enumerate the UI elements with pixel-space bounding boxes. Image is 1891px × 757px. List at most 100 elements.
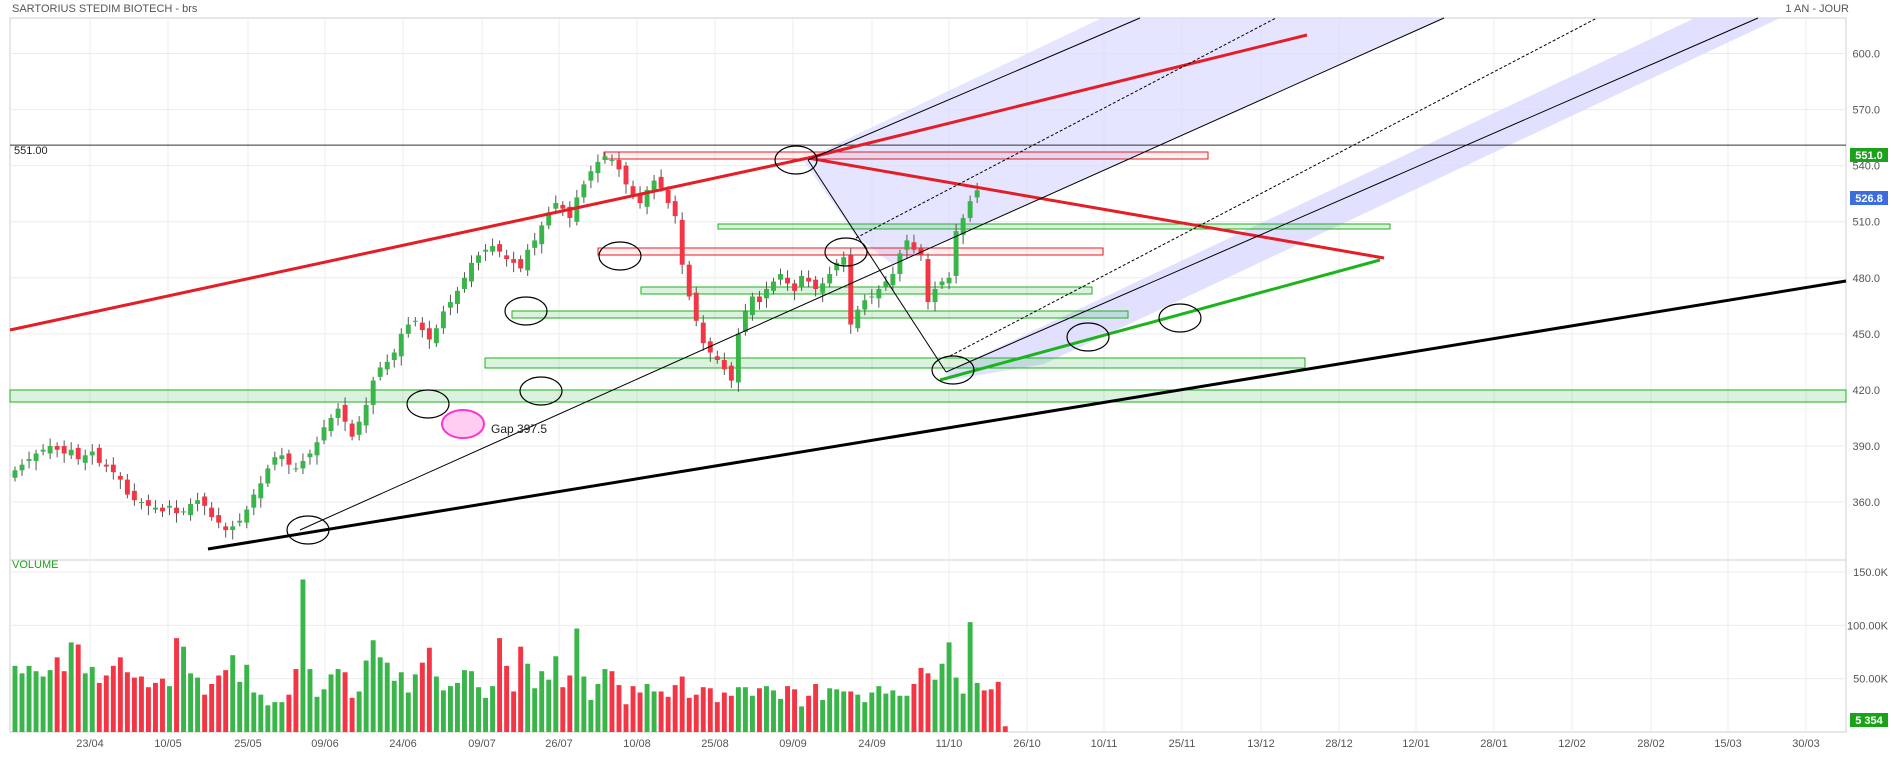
candle-down <box>216 515 222 523</box>
volume-bar <box>82 673 88 732</box>
candle-down <box>721 360 727 370</box>
x-tick-label: 25/05 <box>234 738 262 750</box>
volume-bar <box>47 670 53 732</box>
x-tick-label: 26/07 <box>545 738 573 750</box>
volume-bar <box>314 696 320 732</box>
candle-up <box>778 274 783 280</box>
candle-up <box>195 500 201 504</box>
y-tick-label: 570.0 <box>1852 105 1880 117</box>
candle-down <box>497 244 503 252</box>
candle-up <box>827 274 833 284</box>
candle-up <box>532 240 538 248</box>
candle-up <box>890 274 896 286</box>
x-tick-label: 10/08 <box>623 738 651 750</box>
candle-up <box>68 449 74 456</box>
pivot-circle <box>931 355 975 385</box>
candle-down <box>792 283 798 291</box>
volume-bar <box>925 673 931 732</box>
volume-bar <box>279 702 285 732</box>
candle-down <box>349 423 355 437</box>
volume-bar <box>792 689 798 732</box>
candle-down <box>419 322 425 331</box>
volume-bar <box>974 682 980 732</box>
volume-bar <box>426 647 432 732</box>
volume-badge <box>1850 713 1888 727</box>
volume-bar <box>644 684 650 732</box>
candle-up <box>574 197 580 222</box>
resistance-trendline <box>807 156 1385 260</box>
volume-bar <box>518 646 524 732</box>
volume-bar <box>890 690 896 732</box>
pivot-circle <box>504 296 548 326</box>
volume-bar <box>504 665 510 732</box>
volume-bar <box>405 692 411 732</box>
candle-up <box>883 281 889 288</box>
x-tick-label: 28/01 <box>1480 738 1508 750</box>
candle-up <box>405 324 411 334</box>
channel-fill <box>803 18 1445 264</box>
volume-bar <box>258 694 264 732</box>
candle-up <box>335 408 341 418</box>
volume-bar <box>33 671 39 732</box>
resistance-trendline <box>9 156 809 332</box>
candle-up <box>356 421 362 435</box>
resistance-zone <box>603 151 1209 160</box>
candle-up <box>167 505 172 508</box>
candle-up <box>834 262 840 271</box>
channel-line <box>807 17 1141 161</box>
x-tick-label: 25/11 <box>1169 738 1196 750</box>
candle-up <box>946 277 952 284</box>
candle-down <box>560 204 566 209</box>
x-tick-label: 10/11 <box>1091 738 1118 750</box>
candle-down <box>131 490 137 501</box>
volume-bar <box>742 687 748 732</box>
volume-bar <box>665 696 671 732</box>
volume-bar <box>911 684 917 732</box>
volume-bar <box>525 663 531 732</box>
x-tick-label: 26/10 <box>1013 738 1041 750</box>
pivot-circle <box>286 515 330 545</box>
volume-bar <box>764 686 769 732</box>
candle-up <box>272 457 278 465</box>
volume-bar <box>462 670 467 732</box>
candle-down <box>714 356 720 361</box>
candle-up <box>862 300 868 310</box>
volume-bar <box>820 700 826 732</box>
x-tick-label: 25/08 <box>701 738 729 750</box>
volume-bar <box>862 702 868 732</box>
candle-up <box>19 464 25 471</box>
volume-bar <box>988 689 994 732</box>
pivot-circle <box>598 241 642 271</box>
candle-up <box>476 255 481 263</box>
candle-up <box>384 361 390 370</box>
volume-bar <box>153 682 158 732</box>
timeframe-label[interactable]: 1 AN - JOUR <box>1785 3 1849 15</box>
volume-bar <box>841 691 847 732</box>
candle-up <box>293 468 299 470</box>
y-tick-label: 390.0 <box>1852 441 1880 453</box>
channel-line <box>855 17 1277 239</box>
channel-line <box>807 159 947 373</box>
volume-bar <box>932 679 938 732</box>
candle-up <box>33 453 39 461</box>
volume-bar <box>349 697 355 732</box>
candle-up <box>47 445 53 454</box>
candle-down <box>286 453 292 465</box>
volume-bar <box>946 642 952 732</box>
candle-up <box>138 502 144 504</box>
candle-up <box>251 494 257 508</box>
volume-bar <box>216 675 222 732</box>
candle-up <box>40 449 46 452</box>
candle-down <box>567 206 573 218</box>
volume-bar <box>476 687 481 732</box>
volume-bar <box>103 675 109 732</box>
volume-bar <box>391 680 397 732</box>
volume-bar <box>616 685 622 732</box>
volume-bar <box>532 688 538 732</box>
volume-bar <box>511 691 517 732</box>
volume-badge-text: 5 354 <box>1855 715 1883 727</box>
volume-bar <box>160 678 165 732</box>
volume-bar <box>651 691 657 732</box>
volume-bar <box>855 694 861 732</box>
